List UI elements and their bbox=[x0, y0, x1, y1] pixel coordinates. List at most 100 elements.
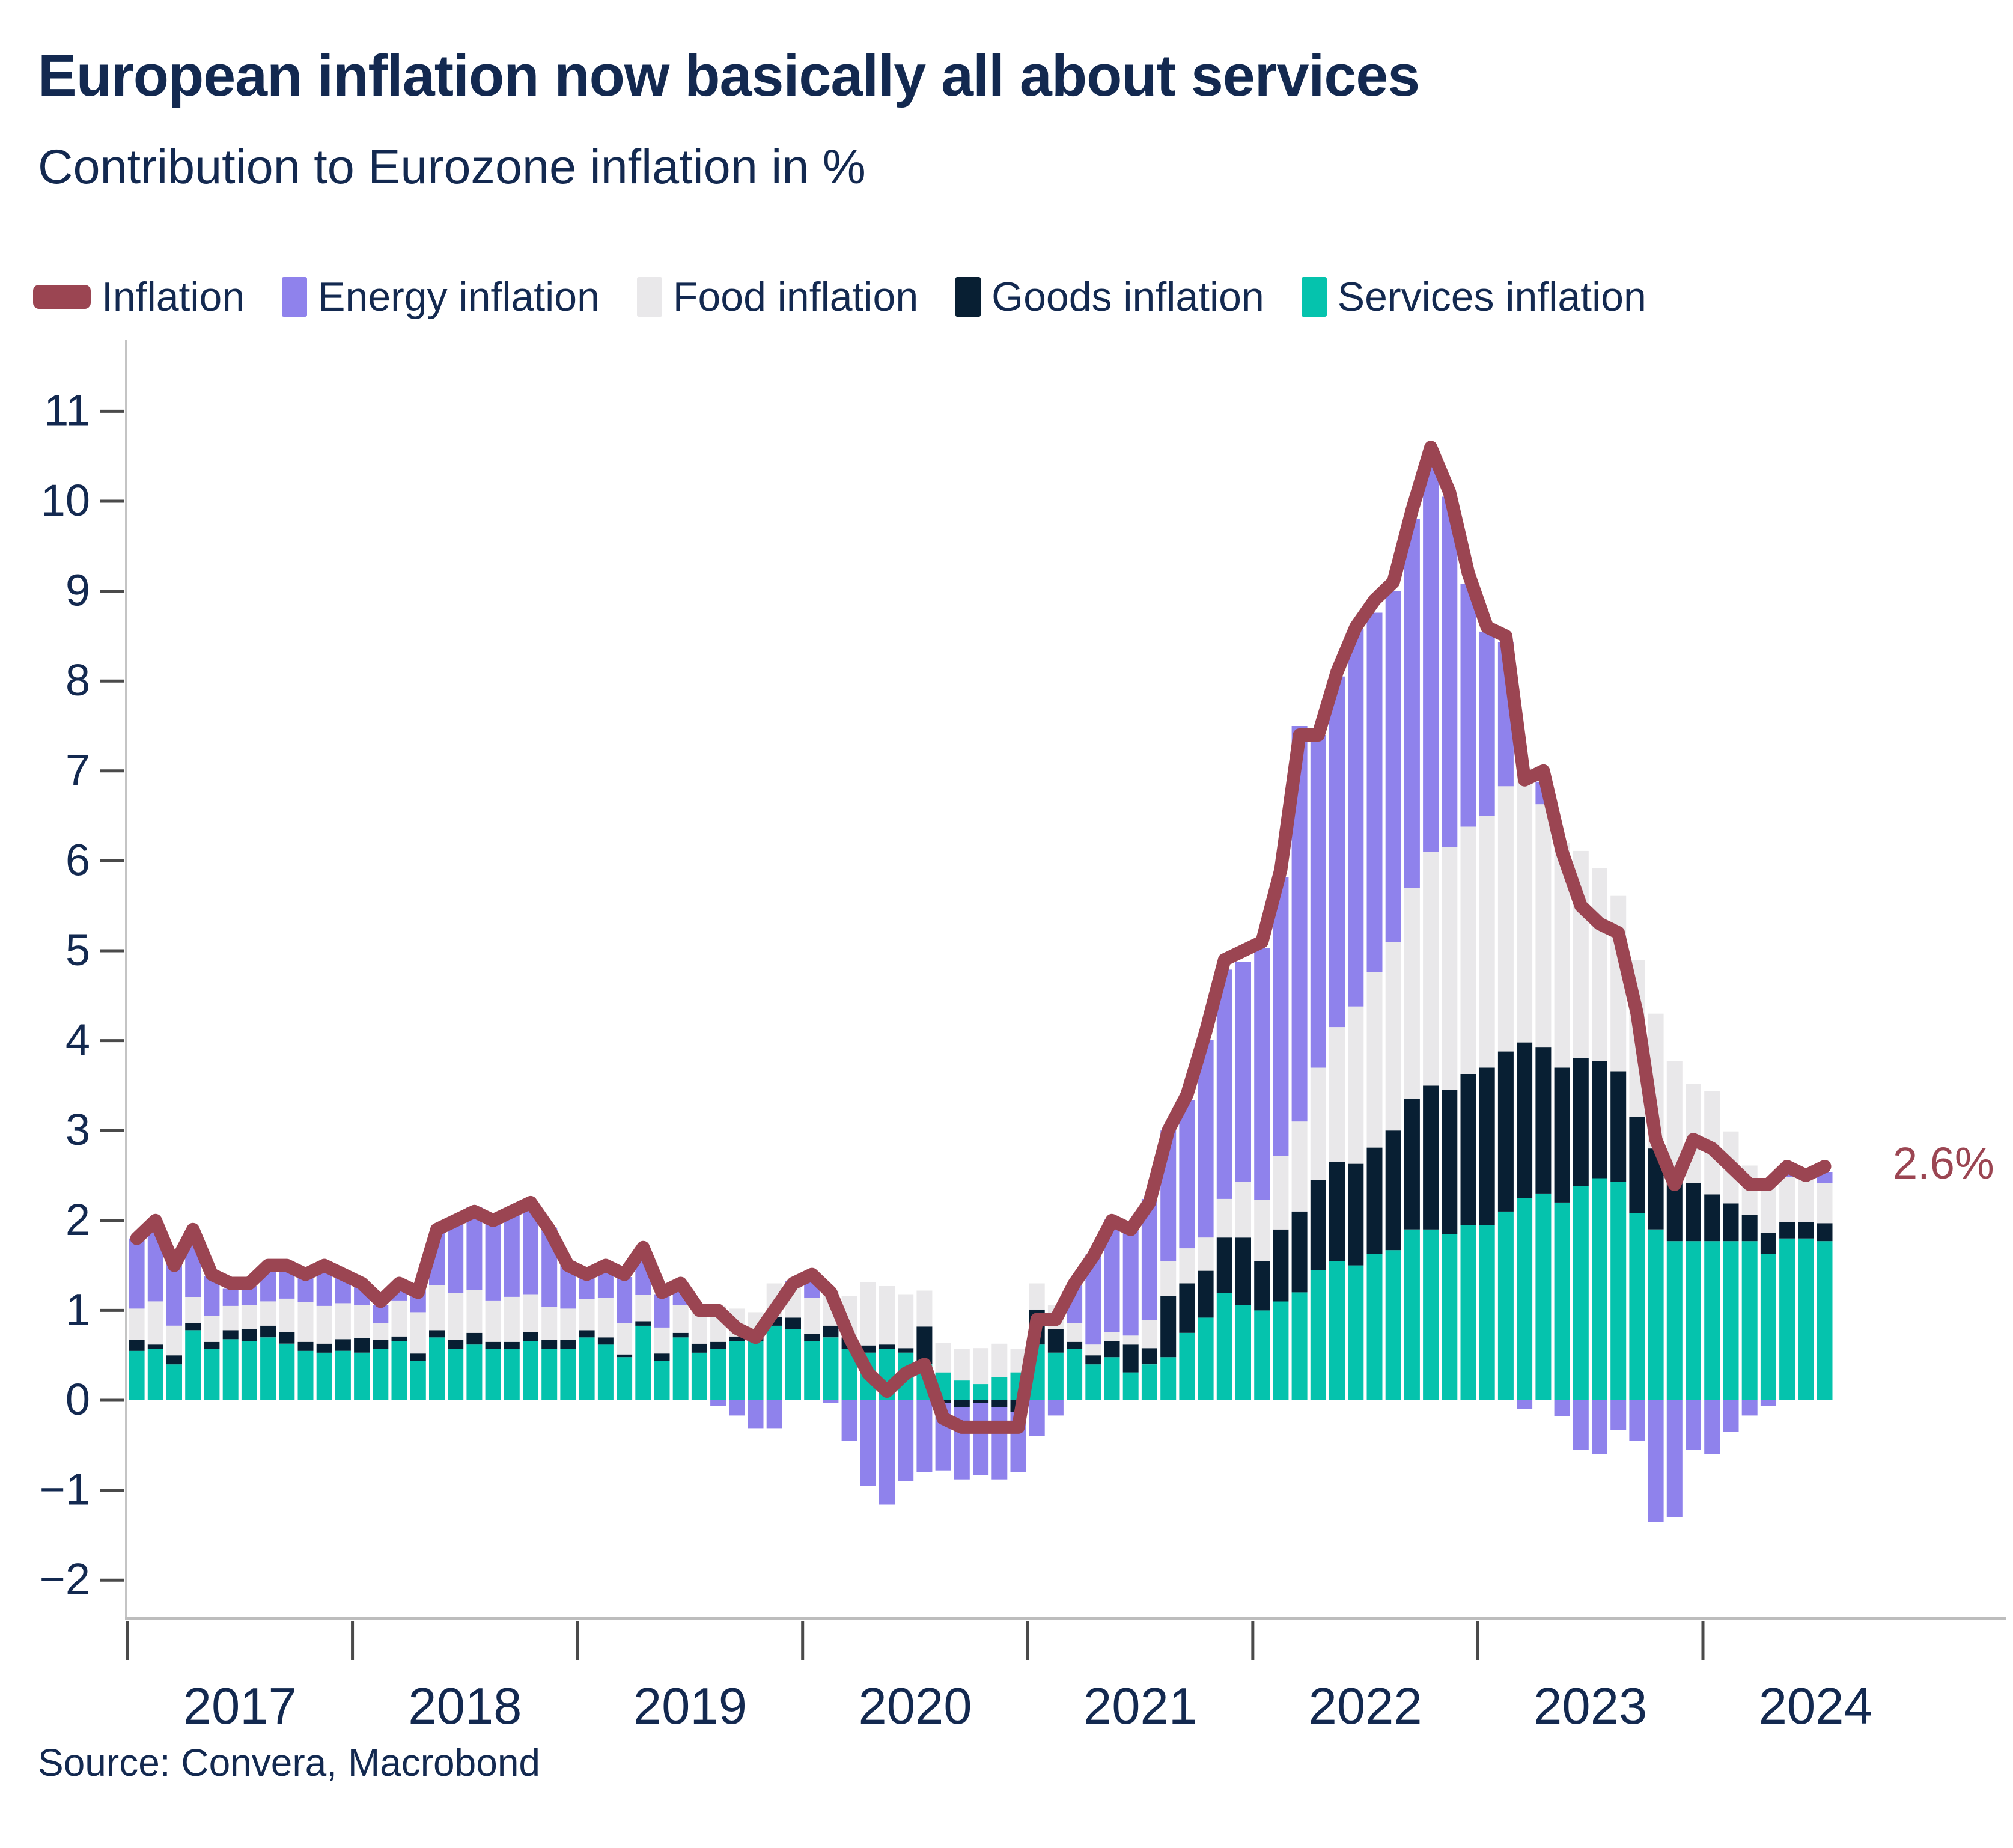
bar-segment-services bbox=[1291, 1292, 1308, 1400]
bar-segment-goods bbox=[710, 1341, 726, 1349]
bar-segment-goods bbox=[1385, 1130, 1401, 1251]
bar-segment-services bbox=[1666, 1241, 1683, 1400]
bar-segment-energy bbox=[1179, 1100, 1195, 1249]
y-tick-label: 2 bbox=[65, 1195, 90, 1245]
bar-segment-food bbox=[860, 1282, 876, 1346]
y-tick-label: 3 bbox=[65, 1105, 90, 1154]
bar-segment-goods bbox=[729, 1336, 745, 1341]
bar-segment-services bbox=[710, 1349, 726, 1400]
bar-segment-goods bbox=[1554, 1067, 1570, 1203]
bar-segment-services bbox=[541, 1349, 558, 1400]
bar-segment-goods bbox=[1798, 1222, 1814, 1239]
bar-segment-food bbox=[916, 1290, 933, 1327]
bar-segment-goods bbox=[541, 1340, 558, 1349]
bar-segment-goods bbox=[617, 1354, 633, 1358]
bar-segment-services bbox=[1610, 1182, 1627, 1400]
legend-label-inflation: Inflation bbox=[102, 274, 245, 320]
bar-segment-energy bbox=[1648, 1400, 1664, 1522]
bar-segment-energy bbox=[1029, 1400, 1045, 1436]
bar-segment-goods bbox=[1704, 1194, 1720, 1242]
x-tick-label: 2023 bbox=[1533, 1678, 1647, 1735]
latest-value-label: 2.6% bbox=[1893, 1138, 1994, 1188]
bar-segment-goods bbox=[391, 1336, 407, 1341]
bar-segment-goods bbox=[523, 1332, 538, 1341]
bar-segment-services bbox=[354, 1352, 370, 1400]
bar-segment-services bbox=[1648, 1229, 1664, 1400]
bar-segment-goods bbox=[1404, 1099, 1420, 1230]
bar-segment-services bbox=[748, 1341, 764, 1400]
bar-segment-goods bbox=[1104, 1341, 1120, 1358]
bar-segment-services bbox=[766, 1325, 782, 1400]
bar-segment-services bbox=[279, 1343, 295, 1400]
bar-segment-services bbox=[1517, 1198, 1533, 1400]
bar-segment-goods bbox=[1479, 1067, 1495, 1225]
bar-segment-food bbox=[1310, 1067, 1326, 1180]
bar-segment-services bbox=[1235, 1305, 1251, 1400]
bar-segment-services bbox=[654, 1361, 670, 1400]
bar-segment-food bbox=[485, 1300, 501, 1342]
bar-segment-food bbox=[1348, 1006, 1364, 1164]
x-tick-label: 2024 bbox=[1759, 1678, 1872, 1735]
legend-item-energy: Energy inflation bbox=[282, 273, 600, 320]
page-title: European inflation now basically all abo… bbox=[38, 43, 1420, 108]
bar-segment-energy bbox=[1047, 1400, 1064, 1416]
bar-segment-energy bbox=[766, 1400, 782, 1429]
bar-segment-energy bbox=[1723, 1400, 1739, 1432]
bar-segment-energy bbox=[1629, 1400, 1645, 1441]
bar-segment-services bbox=[560, 1349, 576, 1400]
bar-segment-goods bbox=[1122, 1344, 1139, 1373]
bar-segment-energy bbox=[222, 1288, 239, 1306]
bar-segment-energy bbox=[1235, 962, 1251, 1182]
bar-segment-food bbox=[635, 1295, 651, 1322]
bar-segment-energy bbox=[1423, 465, 1439, 852]
bar-segment-goods bbox=[129, 1340, 145, 1351]
bar-segment-services bbox=[1085, 1364, 1101, 1400]
bar-segment-goods bbox=[1741, 1215, 1758, 1242]
bar-segment-food bbox=[617, 1323, 633, 1355]
bar-segment-food bbox=[1779, 1177, 1795, 1222]
bar-segment-food bbox=[1385, 942, 1401, 1131]
bar-segment-services bbox=[1460, 1225, 1476, 1400]
bar-segment-goods bbox=[579, 1330, 595, 1338]
food-swatch-icon bbox=[636, 277, 662, 317]
bar-segment-food bbox=[879, 1286, 895, 1345]
y-tick-label: 0 bbox=[65, 1374, 90, 1424]
bar-segment-services bbox=[1497, 1211, 1514, 1400]
bar-segment-energy bbox=[1254, 948, 1270, 1200]
bar-segment-services bbox=[1122, 1372, 1139, 1400]
bar-segment-food bbox=[523, 1294, 538, 1332]
bar-segment-goods bbox=[1723, 1203, 1739, 1242]
bar-segment-energy bbox=[1442, 496, 1458, 847]
bar-segment-food bbox=[297, 1302, 314, 1342]
bar-segment-food bbox=[1497, 786, 1514, 1052]
bar-segment-goods bbox=[335, 1339, 351, 1351]
bar-segment-services bbox=[1329, 1261, 1345, 1400]
bar-segment-goods bbox=[316, 1343, 332, 1353]
bar-segment-energy bbox=[617, 1277, 633, 1323]
bar-segment-services bbox=[823, 1337, 839, 1400]
bar-segment-goods bbox=[1442, 1090, 1458, 1234]
bar-segment-energy bbox=[1573, 1400, 1589, 1450]
bar-segment-energy bbox=[1592, 1400, 1607, 1454]
bar-segment-services bbox=[1723, 1241, 1739, 1400]
bar-segment-services bbox=[1254, 1310, 1270, 1400]
bar-segment-food bbox=[672, 1305, 689, 1333]
bar-segment-food bbox=[1235, 1182, 1251, 1238]
bar-segment-goods bbox=[1085, 1355, 1101, 1365]
bar-segment-food bbox=[279, 1299, 295, 1332]
bar-segment-food bbox=[898, 1294, 914, 1349]
bar-segment-energy bbox=[129, 1238, 145, 1309]
bar-segment-energy bbox=[823, 1400, 839, 1403]
bar-segment-goods bbox=[222, 1330, 239, 1340]
bar-segment-energy bbox=[1479, 631, 1495, 816]
x-tick-label: 2017 bbox=[183, 1678, 297, 1735]
bar-segment-energy bbox=[710, 1400, 726, 1406]
bar-segment-food bbox=[1122, 1335, 1139, 1345]
bar-segment-food bbox=[560, 1308, 576, 1340]
bar-segment-food bbox=[335, 1303, 351, 1340]
bar-segment-goods bbox=[1497, 1051, 1514, 1212]
bar-segment-energy bbox=[1310, 735, 1326, 1068]
bar-segment-goods bbox=[279, 1332, 295, 1344]
bar-segment-energy bbox=[879, 1400, 895, 1505]
bar-segment-goods bbox=[991, 1400, 1008, 1407]
